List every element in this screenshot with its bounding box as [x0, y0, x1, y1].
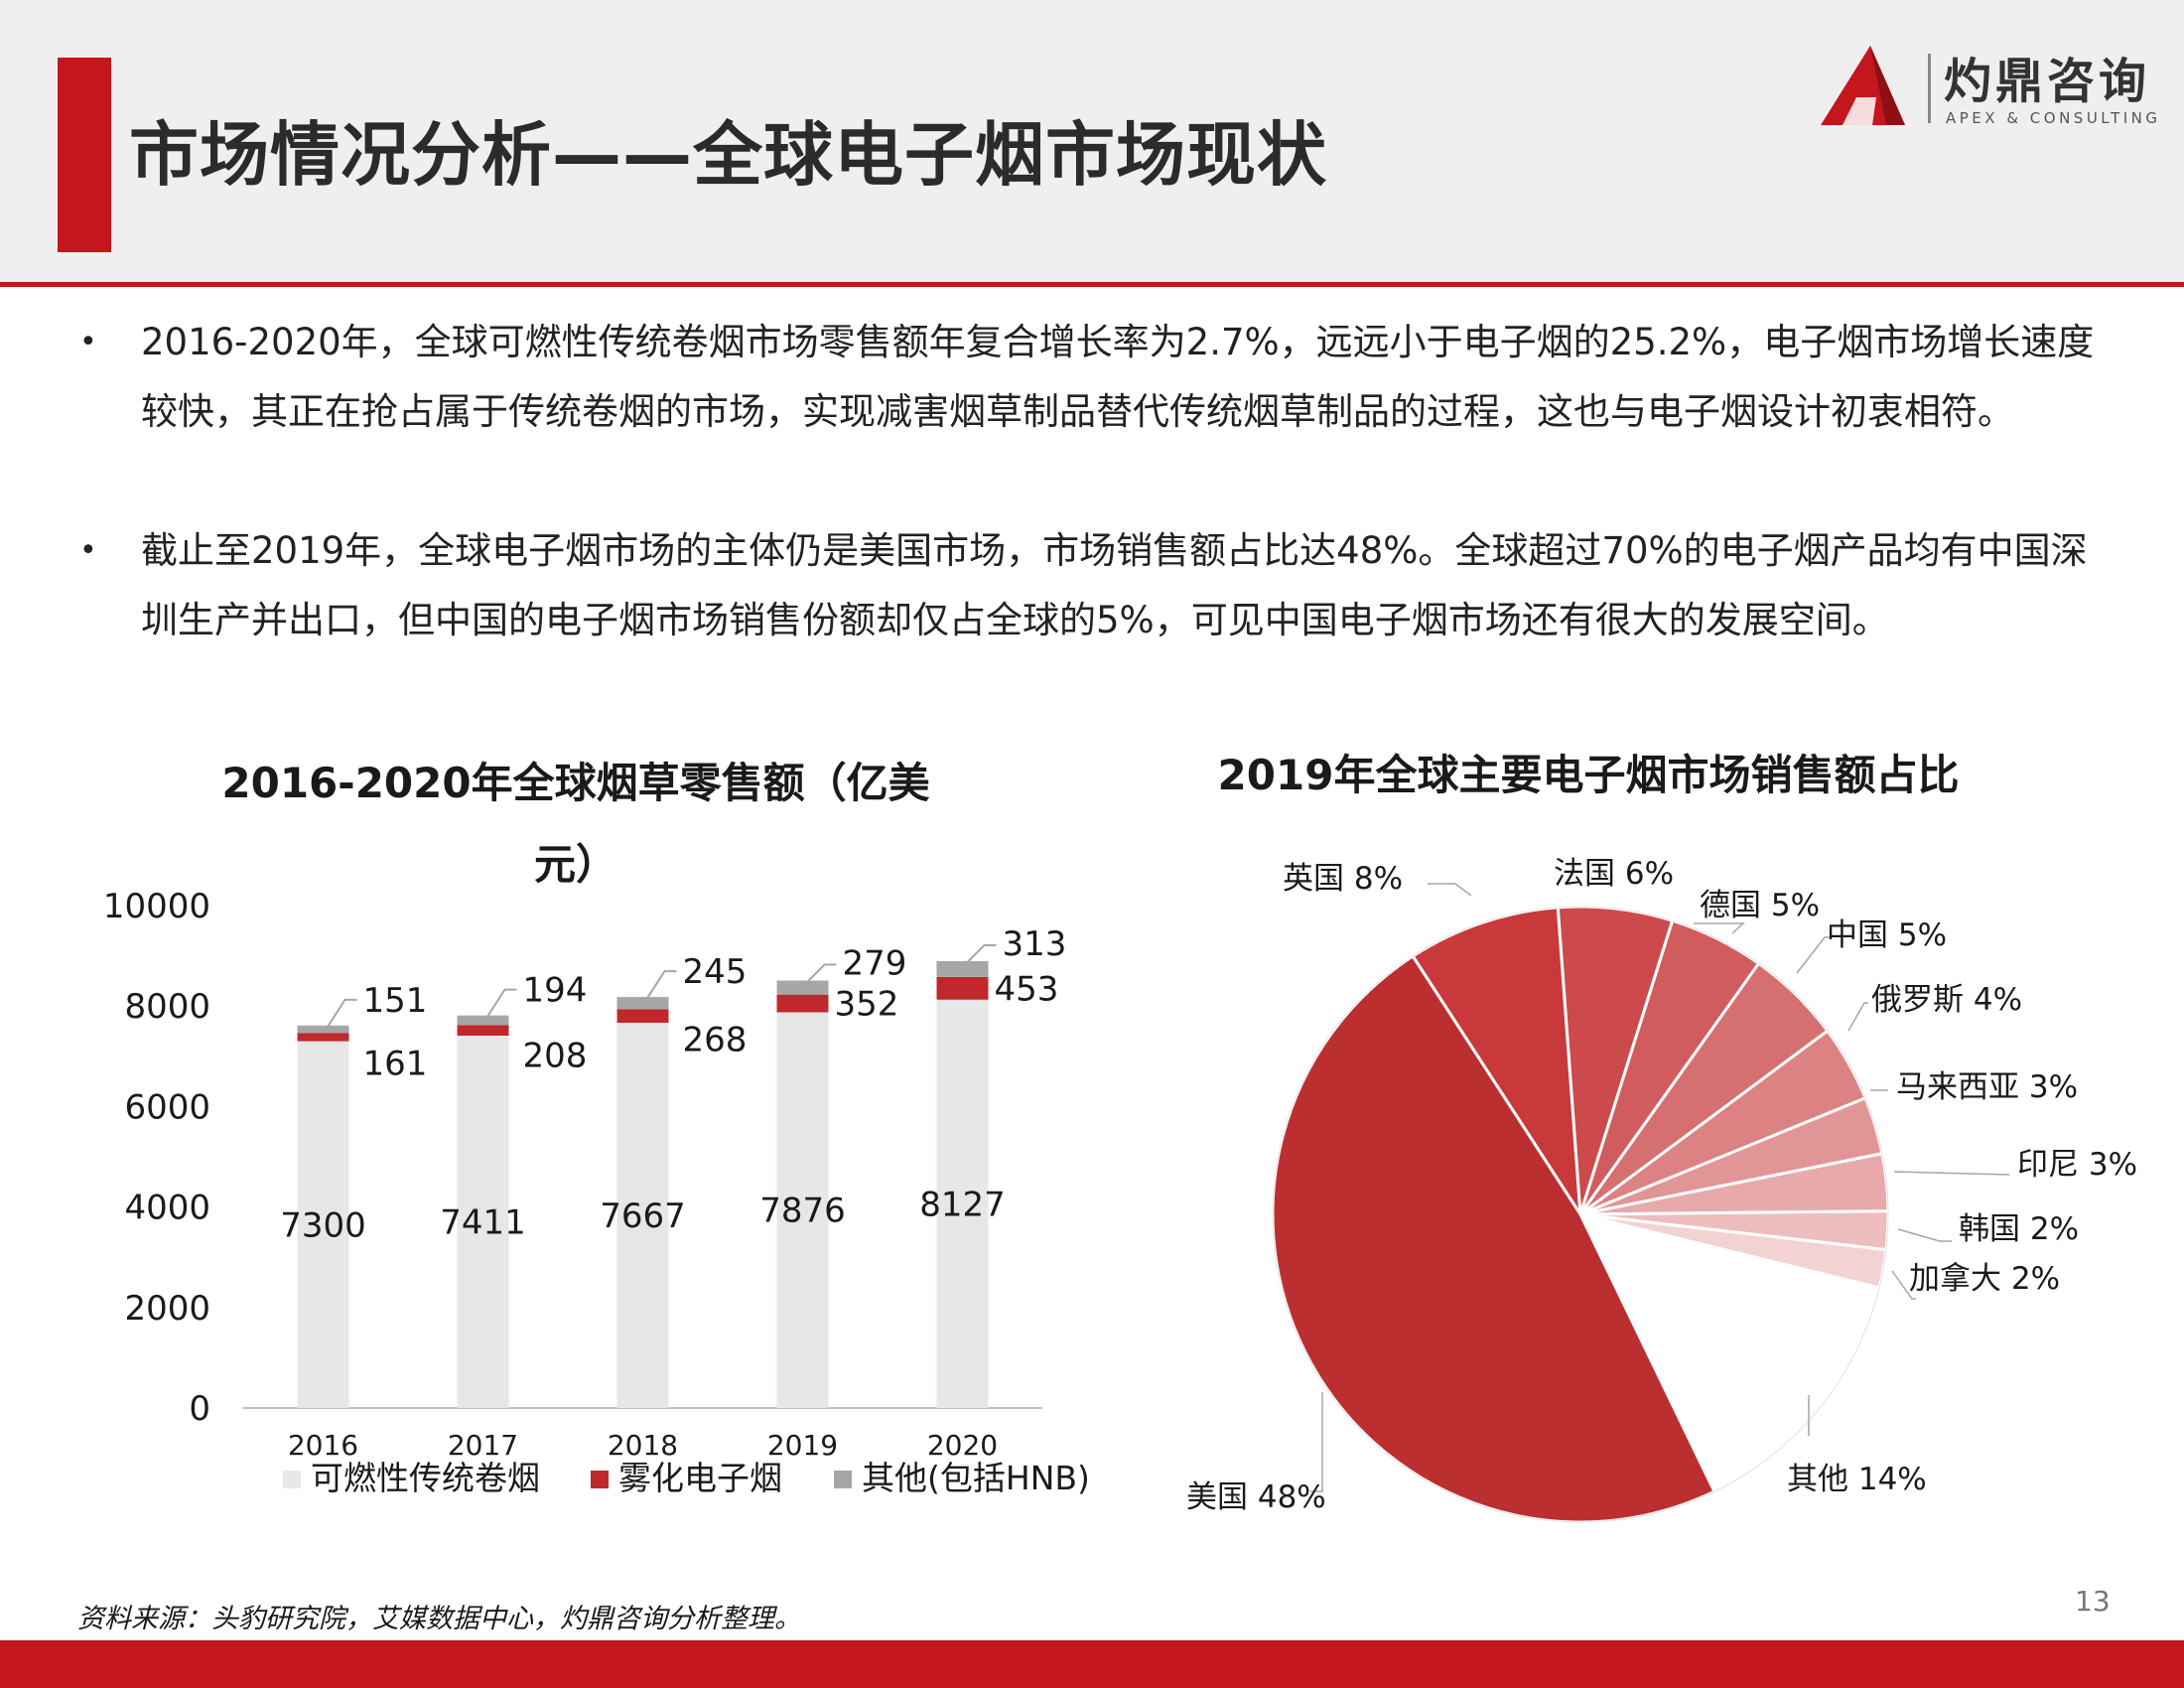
leader-line	[1428, 883, 1472, 897]
y-tick-label: 8000	[124, 987, 210, 1027]
slice-label: 德国 5%	[1700, 888, 1820, 923]
page-number: 13	[2075, 1585, 2111, 1618]
bar-segment	[936, 999, 989, 1408]
logo-wordmark-en: APEX & CONSULTING	[1946, 109, 2161, 127]
data-label: 208	[523, 1036, 588, 1075]
header-band	[0, 0, 2184, 282]
bar-segment	[616, 1023, 669, 1408]
data-label: 7411	[440, 1203, 526, 1243]
bar-segment	[776, 980, 829, 995]
y-tick-label: 0	[189, 1389, 210, 1429]
bar-segment	[457, 1036, 509, 1408]
data-label: 151	[363, 981, 428, 1021]
y-tick-label: 10000	[103, 887, 210, 926]
bar-chart-title: 2016-2020年全球烟草零售额（亿美元）	[221, 759, 930, 889]
leader-line	[326, 998, 357, 1029]
footer-bar	[0, 1640, 2184, 1688]
bar-segment	[457, 1025, 509, 1037]
logo-triangle-icon	[1821, 46, 1905, 125]
bullet-text: 2016-2020年，全球可燃性传统卷烟市场零售额年复合增长率为2.7%，远远小…	[141, 321, 2095, 433]
source-note: 资料来源：头豹研究院，艾媒数据中心，灼鼎咨询分析整理。	[77, 1604, 801, 1634]
bullet-text: 截止至2019年，全球电子烟市场的主体仍是美国市场，市场销售额占比达48%。全球…	[141, 529, 2088, 641]
slice-label: 加拿大 2%	[1909, 1261, 2060, 1297]
bullet-dot-icon: •	[79, 533, 97, 568]
bar-segment	[936, 961, 989, 977]
leader-line	[1891, 1270, 1916, 1300]
slice-label: 印尼 3%	[2017, 1147, 2137, 1183]
data-label: 161	[363, 1044, 428, 1083]
header-divider	[0, 282, 2184, 287]
data-label: 245	[683, 952, 748, 992]
bar-segment	[457, 1015, 509, 1026]
y-tick-label: 2000	[124, 1289, 210, 1329]
data-label: 279	[843, 944, 907, 984]
bar-segment	[776, 1012, 829, 1408]
legend-swatch	[834, 1471, 852, 1488]
leader-line	[1694, 922, 1745, 934]
bar-segment	[936, 976, 989, 1000]
slice-label: 韩国 2%	[1959, 1211, 2079, 1247]
leader-line	[805, 963, 837, 984]
y-tick-label: 6000	[124, 1087, 210, 1127]
data-label: 7300	[280, 1205, 366, 1245]
title-accent-bar	[58, 58, 111, 252]
leader-line	[645, 970, 677, 1000]
data-label: 7667	[600, 1196, 686, 1236]
data-label: 268	[683, 1020, 748, 1059]
x-tick-label: 2016	[288, 1429, 358, 1462]
bar-segment	[297, 1033, 349, 1042]
legend-label: 雾化电子烟	[618, 1459, 782, 1497]
slice-label: 英国 8%	[1283, 861, 1403, 897]
pie-outline	[1272, 906, 1889, 1523]
pie-chart-title: 2019年全球主要电子烟市场销售额占比	[1217, 751, 1960, 799]
legend-swatch	[283, 1471, 301, 1488]
bar-segment	[297, 1025, 349, 1034]
legend-label: 其他(包括HNB)	[862, 1459, 1090, 1497]
data-label: 7876	[759, 1192, 846, 1231]
logo-wordmark-cn: 灼鼎咨询	[1944, 54, 2151, 109]
bar-chart: 0 2000 4000 6000 8000 10000 2016 7300 161 151 2017…	[103, 887, 1090, 1497]
slice-label: 马来西亚 3%	[1896, 1069, 2078, 1105]
legend-label: 可燃性传统卷烟	[311, 1459, 540, 1497]
leader-line	[1796, 936, 1831, 974]
bar-segment	[616, 997, 669, 1010]
data-label: 313	[1003, 924, 1067, 964]
x-tick-label: 2017	[448, 1429, 518, 1462]
logo-divider	[1928, 54, 1931, 123]
slice-label: 法国 6%	[1554, 856, 1674, 892]
leader-line	[1893, 1171, 2010, 1176]
slice-label: 美国 48%	[1186, 1479, 1326, 1515]
leader-line	[1897, 1228, 1952, 1242]
leader-line	[1847, 1002, 1868, 1032]
slice-label: 中国 5%	[1827, 917, 1947, 953]
bar-segment	[776, 994, 829, 1013]
y-tick-label: 4000	[124, 1189, 210, 1228]
data-label: 453	[995, 969, 1059, 1009]
x-tick-label: 2020	[927, 1429, 998, 1462]
x-tick-label: 2019	[767, 1429, 838, 1462]
bar-segment	[297, 1041, 349, 1408]
page-title: 市场情况分析——全球电子烟市场现状	[129, 114, 1327, 196]
slice-label: 其他 14%	[1787, 1462, 1927, 1497]
leader-line	[965, 944, 997, 964]
data-label: 194	[523, 971, 588, 1011]
data-label: 8127	[919, 1185, 1006, 1224]
legend-swatch	[591, 1471, 609, 1488]
slice-label: 俄罗斯 4%	[1871, 982, 2022, 1018]
pie-chart: 英国 8% 法国 6% 德国 5%中国 5% 俄罗斯 4% 马来西亚 3% 印尼 3% 韩国…	[1186, 856, 2137, 1524]
bullet-dot-icon: •	[79, 325, 97, 359]
leader-line	[485, 988, 517, 1019]
leader-line	[1310, 1392, 1323, 1492]
data-label: 352	[835, 985, 899, 1025]
x-tick-label: 2018	[608, 1429, 678, 1462]
bar-segment	[616, 1009, 669, 1024]
